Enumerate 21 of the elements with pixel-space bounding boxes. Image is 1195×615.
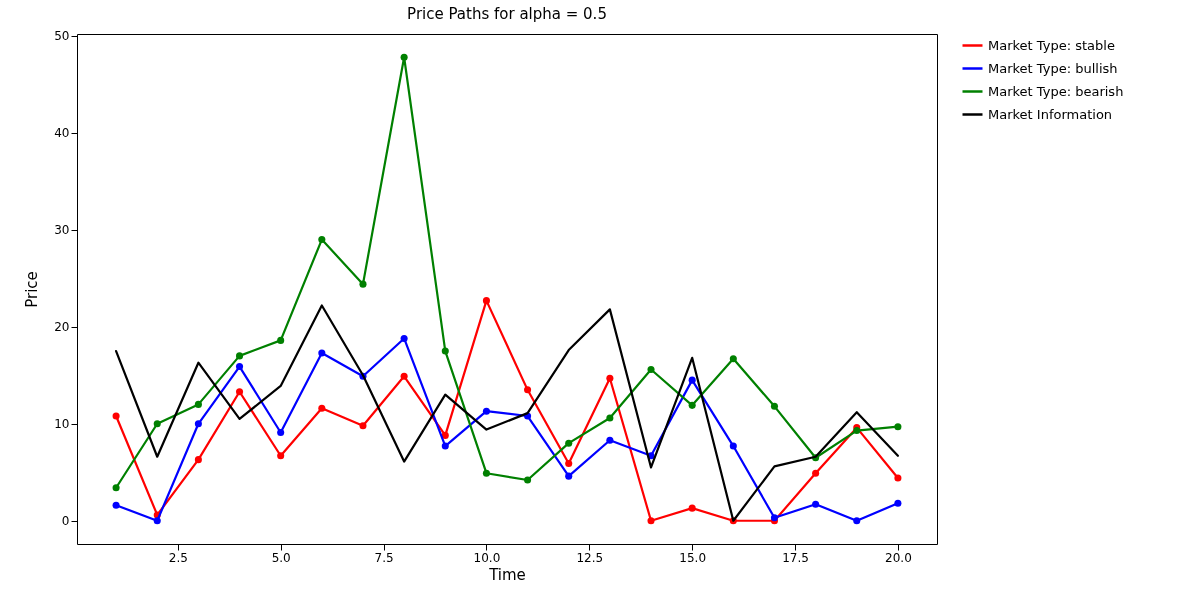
x-tick-label: 12.5 xyxy=(576,550,604,565)
x-tick-label: 2.5 xyxy=(168,550,188,565)
legend-label: Market Type: bearish xyxy=(988,83,1124,99)
chart-title: Price Paths for alpha = 0.5 xyxy=(407,4,607,23)
y-tick-label: 10 xyxy=(54,417,70,432)
y-axis-title: Price xyxy=(23,271,42,308)
x-tick-label: 15.0 xyxy=(679,550,707,565)
x-tick-label: 20.0 xyxy=(885,550,912,565)
legend-label: Market Type: bullish xyxy=(988,60,1118,76)
y-tick-label: 30 xyxy=(54,223,70,238)
y-tick-label: 40 xyxy=(54,126,70,141)
x-tick-label: 5.0 xyxy=(271,550,291,565)
x-tick-label: 7.5 xyxy=(374,550,394,565)
x-tick-label: 17.5 xyxy=(782,550,809,565)
legend-label: Market Information xyxy=(988,106,1113,122)
y-tick-label: 0 xyxy=(61,514,70,529)
x-axis-title: Time xyxy=(488,565,526,584)
legend-label: Market Type: stable xyxy=(988,37,1115,53)
y-tick-label: 50 xyxy=(54,29,70,44)
y-tick-label: 20 xyxy=(54,320,70,335)
x-tick-label: 10.0 xyxy=(473,550,501,565)
